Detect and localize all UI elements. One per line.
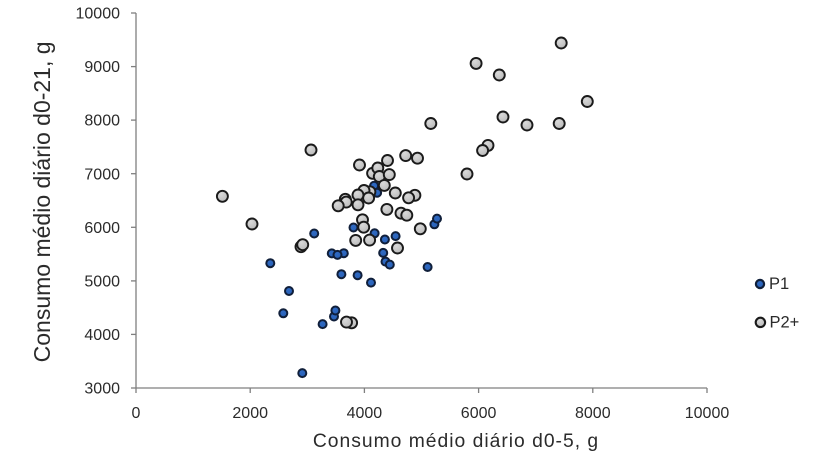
svg-text:7000: 7000 [84, 166, 120, 183]
svg-text:2000: 2000 [232, 405, 268, 422]
svg-text:3000: 3000 [84, 381, 120, 398]
svg-text:6000: 6000 [84, 220, 120, 237]
svg-text:4000: 4000 [347, 405, 383, 422]
svg-text:Consumo médio diário d0-21, g: Consumo médio diário d0-21, g [29, 41, 55, 362]
svg-text:Consumo médio diário d0-5, g: Consumo médio diário d0-5, g [313, 431, 599, 452]
svg-text:P1: P1 [769, 275, 789, 293]
svg-text:8000: 8000 [84, 113, 120, 130]
svg-text:0: 0 [132, 405, 141, 422]
svg-text:10000: 10000 [685, 405, 730, 422]
svg-text:P2+: P2+ [770, 313, 800, 331]
svg-text:5000: 5000 [84, 274, 120, 291]
svg-text:10000: 10000 [76, 6, 121, 23]
svg-text:4000: 4000 [84, 327, 120, 344]
svg-text:6000: 6000 [461, 405, 497, 422]
svg-text:9000: 9000 [84, 59, 120, 76]
svg-text:8000: 8000 [575, 405, 611, 422]
